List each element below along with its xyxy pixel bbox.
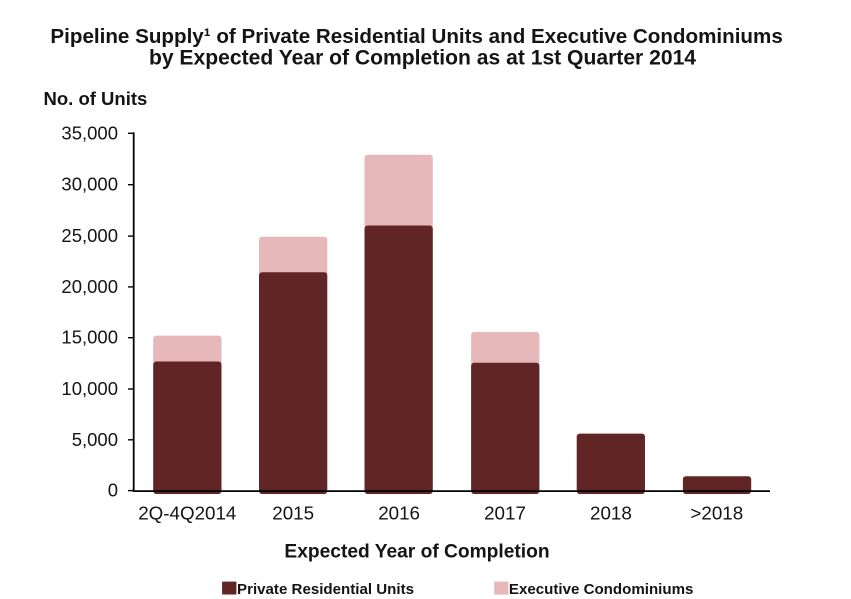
svg-text:2015: 2015 — [272, 503, 314, 524]
svg-text:15,000: 15,000 — [61, 327, 118, 348]
svg-text:35,000: 35,000 — [61, 122, 118, 143]
svg-text:Executive Condominiums: Executive Condominiums — [509, 581, 694, 598]
svg-text:by Expected Year of Completion: by Expected Year of Completion as at 1st… — [149, 47, 696, 70]
svg-text:0: 0 — [108, 480, 118, 501]
svg-text:No. of Units: No. of Units — [44, 88, 148, 109]
svg-text:Pipeline Supply¹ of Private Re: Pipeline Supply¹ of Private Residential … — [50, 25, 782, 48]
svg-text:25,000: 25,000 — [61, 225, 118, 246]
svg-text:10,000: 10,000 — [61, 378, 118, 399]
svg-text:2017: 2017 — [484, 503, 526, 524]
svg-text:20,000: 20,000 — [61, 276, 118, 297]
svg-text:5,000: 5,000 — [72, 429, 118, 450]
svg-text:Private Residential Units: Private Residential Units — [237, 581, 414, 598]
svg-text:2018: 2018 — [590, 503, 632, 524]
svg-text:2016: 2016 — [378, 503, 420, 524]
svg-text:2Q-4Q2014: 2Q-4Q2014 — [138, 503, 236, 524]
svg-text:Expected Year of Completion: Expected Year of Completion — [284, 542, 549, 563]
svg-text:>2018: >2018 — [690, 503, 743, 524]
svg-text:30,000: 30,000 — [61, 174, 118, 195]
